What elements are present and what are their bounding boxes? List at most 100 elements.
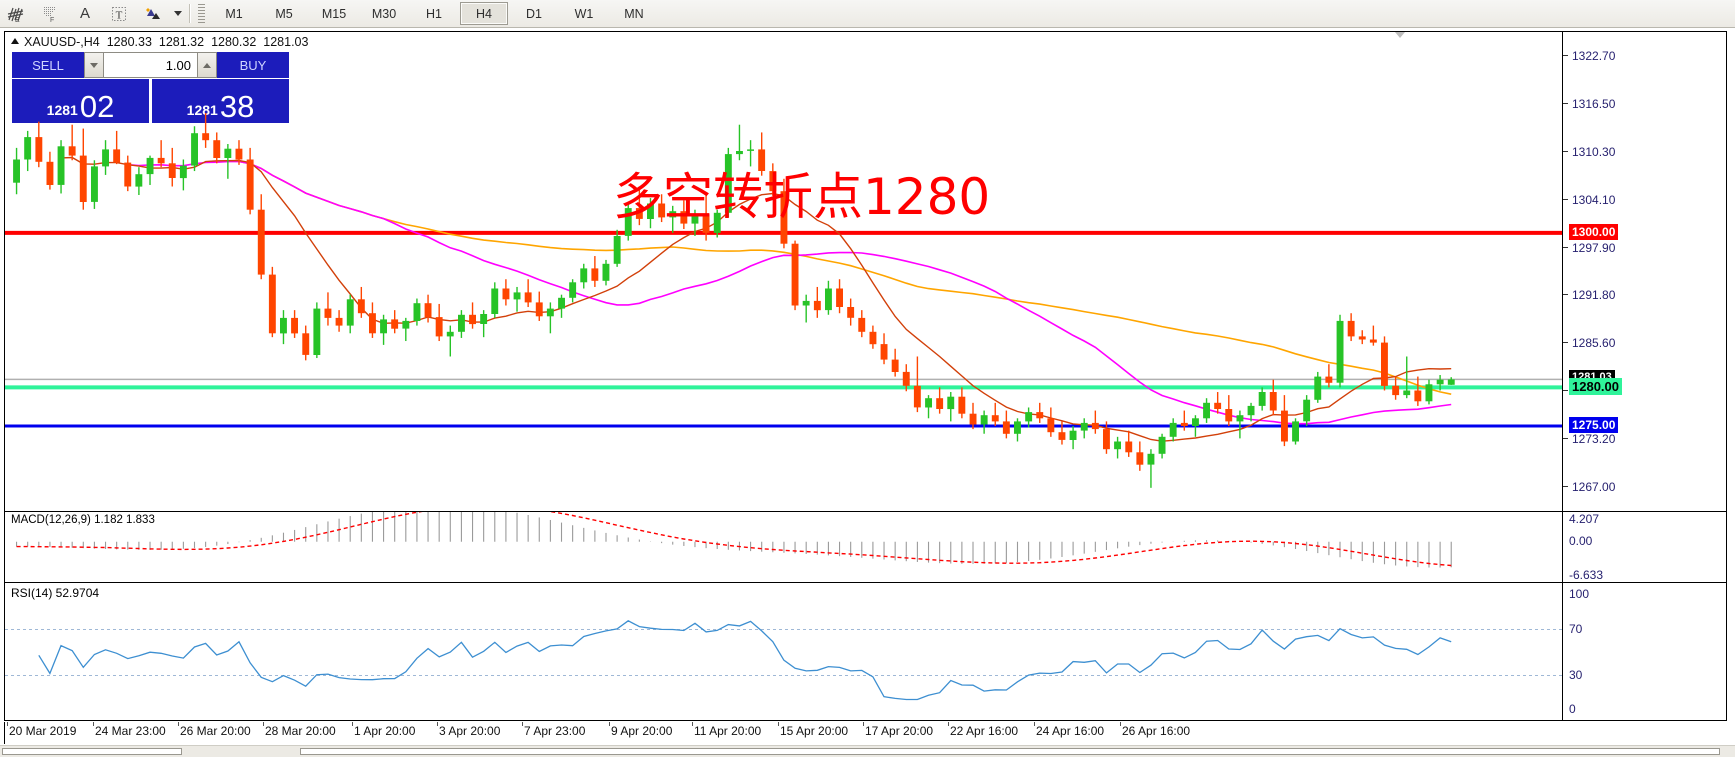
time-label: 26 Mar 20:00 xyxy=(180,724,251,738)
scrollbar-thumb-right[interactable] xyxy=(300,748,1720,755)
indicators-icon[interactable]: E xyxy=(0,1,34,26)
time-label: 22 Apr 16:00 xyxy=(950,724,1019,738)
time-label: 28 Mar 20:00 xyxy=(265,724,336,738)
time-label: 7 Apr 23:00 xyxy=(524,724,586,738)
time-label: 9 Apr 20:00 xyxy=(611,724,673,738)
scrollbar-thumb-left[interactable] xyxy=(2,748,182,755)
timeframe-d1[interactable]: D1 xyxy=(526,6,542,21)
quote-open: 1280.33 xyxy=(106,35,152,49)
sell-price-prefix: 1281 xyxy=(46,102,78,118)
plot-svg xyxy=(5,620,1562,701)
quote-high: 1281.32 xyxy=(158,35,205,49)
rsi-axis[interactable]: 100 70 30 0 xyxy=(1562,583,1726,720)
time-tick xyxy=(178,722,179,726)
macd-tick: 0.00 xyxy=(1569,533,1593,548)
plot-svg xyxy=(5,113,1562,488)
volume-decrease-button[interactable] xyxy=(84,52,104,78)
time-tick xyxy=(778,722,779,726)
time-tick xyxy=(522,722,523,726)
timeframe-h4[interactable]: H4 xyxy=(460,2,508,25)
symbol-label: XAUUSD-,H4 xyxy=(24,35,100,49)
macd-tick: -6.633 xyxy=(1569,568,1604,582)
time-tick xyxy=(263,722,264,726)
price-plot-area[interactable] xyxy=(5,32,1562,511)
rsi-tick: 0 xyxy=(1569,702,1576,716)
text-label-icon[interactable]: T xyxy=(102,1,136,26)
quote-close: 1281.03 xyxy=(263,35,309,49)
rsi-plot-area[interactable] xyxy=(5,583,1562,720)
macd-plot-area[interactable] xyxy=(5,512,1562,582)
time-label: 24 Apr 16:00 xyxy=(1036,724,1105,738)
time-label: 15 Apr 20:00 xyxy=(780,724,849,738)
price-tick: 1297.90 xyxy=(1563,241,1615,255)
time-tick xyxy=(352,722,353,726)
quote-low: 1280.32 xyxy=(211,35,257,49)
grid-f-icon[interactable]: F xyxy=(34,1,68,26)
time-tick xyxy=(609,722,610,726)
rsi-tick: 30 xyxy=(1569,667,1583,682)
sell-button[interactable]: SELL xyxy=(12,52,84,78)
timeframe-mn[interactable]: MN xyxy=(624,6,644,21)
price-pane[interactable]: 1322.70 1316.50 1310.30 1304.10 1297.90 1291.… xyxy=(5,32,1726,511)
price-tick: 1285.60 xyxy=(1563,336,1615,350)
timeframe-group: M1 M5 M15 M30 H1 H4 D1 W1 MN xyxy=(209,2,659,25)
macd-axis[interactable]: 4.207 0.00 -6.633 xyxy=(1562,512,1726,582)
text-tool-icon[interactable]: A xyxy=(79,5,90,22)
price-tick: 1267.00 xyxy=(1563,480,1615,494)
one-click-trading-panel[interactable]: SELL 1.00 BUY 1281 02 1281 38 xyxy=(12,52,289,123)
chart-window[interactable]: XAUUSD-,H4 1280.33 1281.32 1280.32 1281.03 S… xyxy=(4,31,1727,721)
time-tick xyxy=(1120,722,1121,726)
buy-button[interactable]: BUY xyxy=(217,52,289,78)
macd-label: MACD(12,26,9) 1.182 1.833 xyxy=(11,514,155,526)
sell-price-pips: 02 xyxy=(79,89,115,124)
time-label: 26 Apr 16:00 xyxy=(1122,724,1191,738)
price-level-label-pivot[interactable]: 1280.00 xyxy=(1569,378,1622,396)
price-tick: 1304.10 xyxy=(1563,193,1615,207)
time-label: 17 Apr 20:00 xyxy=(865,724,934,738)
svg-text:F: F xyxy=(50,17,54,23)
objects-icon[interactable] xyxy=(136,1,170,26)
time-tick xyxy=(1034,722,1035,726)
objects-dropdown-icon[interactable] xyxy=(170,1,186,26)
macd-pane[interactable]: 4.207 0.00 -6.633 MACD(12,26,9) 1.182 1.83… xyxy=(5,511,1726,582)
time-tick xyxy=(863,722,864,726)
timeframe-w1[interactable]: W1 xyxy=(574,6,594,21)
macd-tick: 4.207 xyxy=(1569,512,1600,526)
price-axis[interactable]: 1322.70 1316.50 1310.30 1304.10 1297.90 1291.… xyxy=(1562,32,1726,511)
timeframe-m30[interactable]: M30 xyxy=(371,6,397,21)
main-toolbar: E F A T xyxy=(0,0,1735,28)
time-axis[interactable]: 20 Mar 2019 24 Mar 23:00 26 Mar 20:00 28 Ma… xyxy=(4,722,1727,744)
svg-text:E: E xyxy=(15,17,20,23)
time-tick xyxy=(692,722,693,726)
timeframe-m5[interactable]: M5 xyxy=(275,6,293,21)
timeframe-m15[interactable]: M15 xyxy=(321,6,347,21)
symbol-quote-line: XAUUSD-,H4 1280.33 1281.32 1280.32 1281.03 xyxy=(11,35,308,49)
timeframe-h1[interactable]: H1 xyxy=(426,6,442,21)
time-label: 20 Mar 2019 xyxy=(9,724,77,738)
toolbar-separator xyxy=(189,4,191,23)
rsi-label: RSI(14) 52.9704 xyxy=(11,586,100,600)
buy-price-pips: 38 xyxy=(219,89,255,124)
volume-input[interactable]: 1.00 xyxy=(104,52,197,78)
price-tick: 1273.20 xyxy=(1563,432,1615,446)
price-tick: 1310.30 xyxy=(1563,145,1615,159)
toolbar-grip[interactable] xyxy=(198,3,205,24)
time-label: 3 Apr 20:00 xyxy=(439,724,501,738)
volume-increase-button[interactable] xyxy=(197,52,217,78)
timeframe-m1[interactable]: M1 xyxy=(225,6,243,21)
buy-price-button[interactable]: 1281 38 xyxy=(152,79,289,123)
time-tick xyxy=(948,722,949,726)
price-level-label-support[interactable]: 1275.00 xyxy=(1569,417,1619,434)
scroll-marker-icon xyxy=(1395,32,1405,38)
svg-text:T: T xyxy=(116,9,123,21)
price-level-label-resistance[interactable]: 1300.00 xyxy=(1569,223,1619,240)
price-tick: 1316.50 xyxy=(1563,97,1615,111)
time-label: 24 Mar 23:00 xyxy=(95,724,166,738)
rsi-pane[interactable]: 100 70 30 0 RSI(14) 52.9704 xyxy=(5,582,1726,720)
horizontal-scrollbar[interactable] xyxy=(0,745,1735,757)
sell-price-button[interactable]: 1281 02 xyxy=(12,79,149,123)
time-label: 1 Apr 20:00 xyxy=(354,724,416,738)
time-tick xyxy=(437,722,438,726)
time-tick xyxy=(93,722,94,726)
collapse-triangle-icon[interactable] xyxy=(11,38,19,44)
